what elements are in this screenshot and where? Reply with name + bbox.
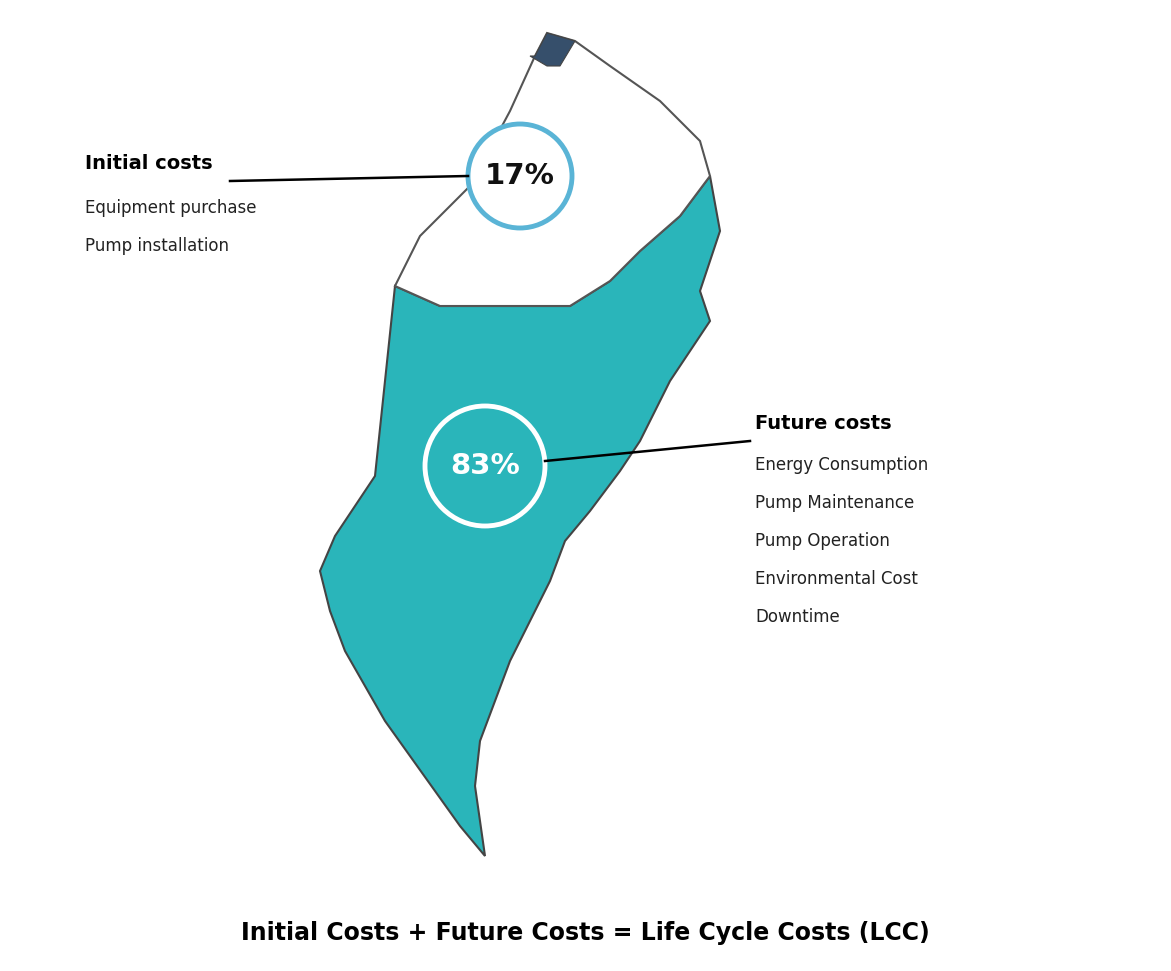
Text: Initial costs: Initial costs [85,154,213,173]
Text: Pump Maintenance: Pump Maintenance [755,494,915,512]
Polygon shape [530,33,575,66]
Polygon shape [395,33,710,306]
Text: Downtime: Downtime [755,608,840,626]
Polygon shape [320,176,720,856]
Text: Equipment purchase: Equipment purchase [85,199,256,217]
Text: Initial Costs + Future Costs = Life Cycle Costs (LCC): Initial Costs + Future Costs = Life Cycl… [240,921,930,945]
Text: Environmental Cost: Environmental Cost [755,570,918,588]
Text: Pump Operation: Pump Operation [755,532,890,550]
Text: 17%: 17% [485,162,555,190]
Text: Pump installation: Pump installation [85,237,230,255]
Text: Energy Consumption: Energy Consumption [755,456,929,474]
Circle shape [468,124,571,228]
Text: 83%: 83% [450,452,520,480]
Text: Future costs: Future costs [755,414,891,433]
